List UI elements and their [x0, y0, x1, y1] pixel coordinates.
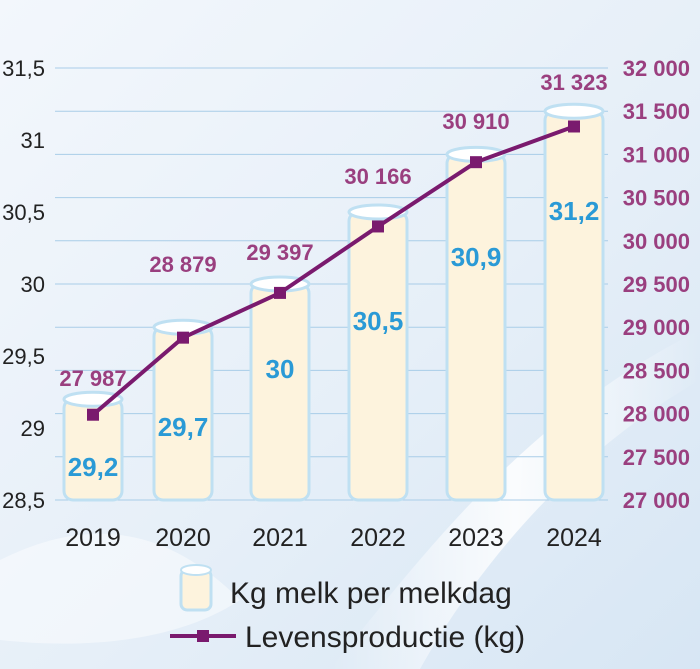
legend-line-label: Levensproductie (kg)	[245, 621, 525, 654]
bar-value-label: 31,2	[549, 196, 600, 226]
bar-2024	[543, 109, 605, 502]
x-tick-label: 2022	[350, 524, 406, 552]
y-right-tick-label: 30 000	[623, 229, 690, 254]
x-tick-label: 2021	[252, 524, 308, 552]
line-value-label: 28 879	[149, 252, 216, 277]
y-right-tick-label: 31 000	[623, 142, 690, 167]
legend: Kg melk per melkdag Levensproductie (kg)	[170, 564, 525, 654]
line-marker	[372, 220, 384, 233]
y-right-tick-label: 30 500	[623, 186, 690, 211]
bar-2023	[445, 152, 507, 502]
x-tick-label: 2024	[546, 524, 602, 552]
y-left-tick-label: 30,5	[2, 200, 45, 225]
y-left-tick-label: 31	[21, 128, 45, 153]
y-left-tick-label: 28,5	[2, 488, 45, 513]
y-right-tick-label: 28 000	[623, 402, 690, 427]
bar-value-label: 30,5	[353, 306, 404, 336]
y-left-tick-label: 29	[21, 416, 45, 441]
line-layer	[87, 120, 580, 421]
y-right-tick-label: 27 500	[623, 445, 690, 470]
y-right-tick-label: 31 500	[623, 99, 690, 124]
y-right-tick-label: 28 500	[623, 358, 690, 383]
y-left-tick-label: 29,5	[2, 344, 45, 369]
line-marker	[470, 156, 482, 169]
line-value-label: 29 397	[246, 240, 313, 265]
y-right-tick-label: 29 500	[623, 272, 690, 297]
bars-layer	[62, 102, 605, 502]
bar-value-label: 30	[266, 354, 295, 384]
legend-line-marker	[197, 630, 209, 642]
line-value-label: 27 987	[59, 366, 126, 391]
x-tick-label: 2023	[448, 524, 504, 552]
line-marker	[177, 331, 189, 344]
y-left-tick-label: 30	[21, 272, 45, 297]
bar-value-label: 29,7	[158, 412, 209, 442]
line-marker	[568, 120, 580, 133]
legend-bar-label: Kg melk per melkdag	[230, 577, 512, 610]
y-right-tick-label: 32 000	[623, 56, 690, 81]
bar-rim	[543, 102, 605, 120]
line-value-label: 30 166	[344, 164, 411, 189]
y-left-tick-label: 31,5	[2, 56, 45, 81]
line-value-label: 30 910	[442, 109, 509, 134]
line-value-label: 31 323	[540, 70, 607, 95]
background-milk-swirl-2	[0, 533, 240, 644]
x-tick-label: 2019	[65, 524, 121, 552]
legend-bar-swatch-rim	[180, 564, 212, 576]
line-levensproductie	[91, 124, 575, 417]
x-tick-label: 2020	[155, 524, 211, 552]
line-marker	[87, 408, 99, 421]
y-right-tick-label: 29 000	[623, 315, 690, 340]
bar-2021	[249, 282, 311, 502]
y-right-tick-label: 27 000	[623, 488, 690, 513]
grid-layer	[55, 67, 608, 501]
bar-value-label: 30,9	[451, 242, 502, 272]
labels-layer: 28,5 29 29,5 30 30,5 31 31,5 27 000 27 500 28 000…	[2, 56, 690, 552]
bar-value-label: 29,2	[68, 452, 119, 482]
bar-2022	[347, 210, 409, 502]
line-marker	[274, 286, 286, 299]
